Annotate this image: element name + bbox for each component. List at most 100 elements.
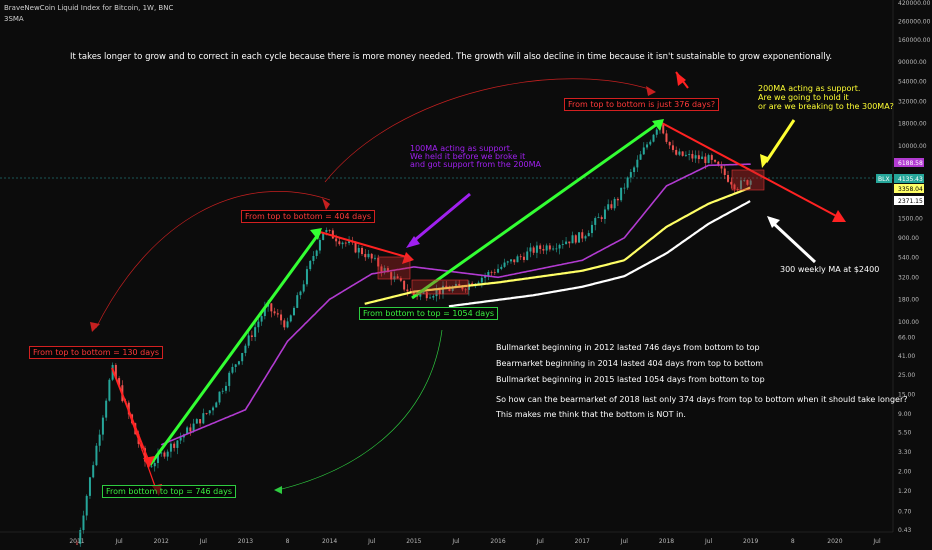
- box-2015: [411, 279, 469, 295]
- y-tick-label: 54000.00: [898, 78, 927, 85]
- x-tick-label: 8: [791, 538, 795, 545]
- x-tick-label: 2015: [406, 538, 421, 545]
- candle-body: [312, 255, 315, 261]
- candle-body: [448, 289, 451, 291]
- ma-line-300ma: [448, 200, 751, 308]
- bear-arrow-2011: [111, 367, 150, 463]
- candle-body: [289, 315, 292, 322]
- candle-body: [607, 204, 610, 210]
- note-200ma: 200MA acting as support. Are we going to…: [758, 84, 894, 111]
- label-top-bottom-2018: From top to bottom is just 376 days?: [564, 98, 720, 111]
- y-tick-label: 3.30: [898, 449, 912, 456]
- candle-body: [500, 266, 503, 269]
- x-tick-label: Jul: [536, 538, 545, 545]
- label-top-bottom-2014: From top to bottom = 404 days: [241, 210, 376, 223]
- candle-body: [435, 289, 438, 297]
- candle-body: [296, 295, 299, 308]
- candle-body: [497, 268, 500, 273]
- ma-line-100ma: [160, 163, 751, 446]
- x-axis-ticks: 2011 Jul 2012 Jul 2013 8 2014 Jul 2015 Jul 2016 Jul…: [69, 538, 881, 545]
- note-100ma: 100MA acting as support. We held it befo…: [410, 144, 541, 169]
- x-tick-label: 2012: [154, 538, 169, 545]
- candle-body: [480, 277, 483, 283]
- x-tick-label: Jul: [451, 538, 460, 545]
- candle-body: [260, 316, 263, 322]
- candle-body: [565, 241, 568, 245]
- candle-body: [348, 241, 351, 244]
- candle-body: [552, 248, 555, 250]
- candle-body: [270, 303, 273, 312]
- candle-body: [101, 417, 104, 435]
- candle-body: [646, 144, 649, 148]
- candle-body: [600, 217, 603, 219]
- candle-body: [506, 261, 509, 263]
- candle-body: [173, 443, 176, 448]
- candle-body: [241, 352, 244, 362]
- candle-body: [380, 266, 383, 272]
- y-tick-label: 1500.00: [898, 215, 923, 222]
- y-tick-label: 10000.00: [898, 143, 927, 150]
- candle-body: [286, 321, 289, 328]
- x-tick-label: 2017: [575, 538, 590, 545]
- candle-body: [215, 402, 218, 408]
- candle-body: [655, 129, 658, 135]
- candle-body: [694, 155, 697, 159]
- y-tick-label: 32000.00: [898, 98, 927, 105]
- candle-body: [441, 285, 444, 295]
- candle-body: [571, 235, 574, 244]
- curve-green-1: [277, 329, 443, 491]
- note-300ma: 300 weekly MA at $2400: [780, 265, 880, 274]
- candle-body: [704, 156, 707, 164]
- candle-body: [516, 256, 519, 263]
- candle-body: [422, 292, 425, 294]
- candle-body: [114, 364, 117, 379]
- candle-body: [111, 364, 114, 380]
- x-tick-label: 8: [286, 538, 290, 545]
- candle-body: [150, 466, 153, 468]
- y-tick-label: 100.00: [898, 319, 919, 326]
- candle-body: [309, 260, 312, 270]
- candle-body: [493, 272, 496, 274]
- x-tick-label: 2016: [490, 538, 505, 545]
- x-tick-label: 2018: [659, 538, 674, 545]
- candle-body: [76, 543, 78, 545]
- y-tick-label: 18000.00: [898, 120, 927, 127]
- candle-body: [412, 291, 415, 296]
- candle-body: [224, 385, 227, 391]
- candle-body: [357, 247, 360, 253]
- candle-body: [85, 495, 88, 516]
- candle-body: [548, 245, 551, 250]
- candle-body: [218, 391, 221, 403]
- y-tick-label: 0.43: [898, 527, 912, 534]
- y-tick-label: 15.00: [898, 391, 915, 398]
- candle-body: [98, 434, 101, 446]
- candle-body: [438, 289, 441, 295]
- candle-body: [166, 451, 169, 457]
- candle-body: [454, 283, 457, 288]
- candle-body: [118, 378, 121, 386]
- candle-body: [244, 345, 247, 353]
- candle-body: [714, 159, 717, 162]
- y-tick-label: 540.00: [898, 254, 919, 261]
- x-tick-label: Jul: [872, 538, 881, 545]
- candle-body: [419, 293, 422, 297]
- y-tick-label: 900.00: [898, 235, 919, 242]
- candle-body: [228, 372, 231, 386]
- candle-body: [280, 314, 283, 321]
- candle-body: [584, 236, 587, 239]
- y-tick-label: 9.00: [898, 411, 912, 418]
- box-2014: [377, 256, 411, 280]
- candle-body: [341, 242, 344, 245]
- candle-body: [684, 154, 687, 156]
- candle-body: [293, 307, 296, 316]
- candle-body: [610, 204, 613, 209]
- curve-red-1: [95, 191, 331, 329]
- candle-body: [208, 410, 211, 414]
- label-bottom-top-2012: From bottom to top = 746 days: [102, 485, 237, 498]
- candle-body: [675, 149, 678, 155]
- badge-ma300: 2371.15: [898, 198, 923, 205]
- candle-body: [535, 245, 538, 253]
- candle-body: [681, 151, 684, 156]
- moving-averages: [160, 163, 751, 446]
